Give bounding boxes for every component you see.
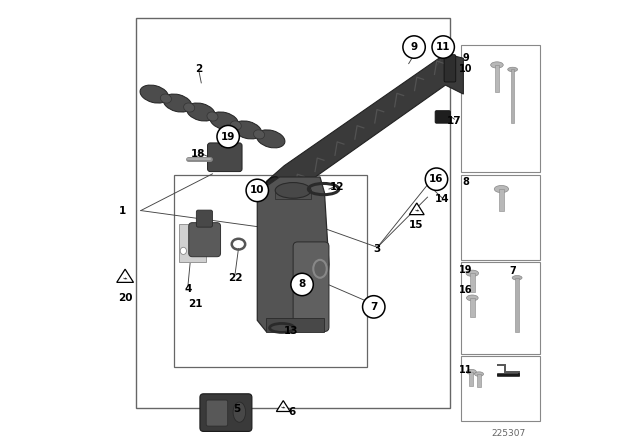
- Ellipse shape: [210, 112, 238, 130]
- Polygon shape: [179, 224, 205, 262]
- Text: 21: 21: [188, 299, 203, 309]
- Bar: [469, 372, 474, 386]
- Text: 17: 17: [447, 116, 461, 126]
- Text: 16: 16: [459, 285, 472, 295]
- Text: 7: 7: [509, 266, 516, 276]
- Polygon shape: [276, 401, 290, 411]
- Polygon shape: [266, 54, 463, 207]
- Ellipse shape: [189, 225, 195, 232]
- Text: ⌁: ⌁: [281, 404, 285, 413]
- Ellipse shape: [187, 103, 215, 121]
- Text: ⌁: ⌁: [123, 274, 127, 283]
- Text: 8: 8: [462, 177, 469, 187]
- Text: 19: 19: [459, 265, 472, 275]
- Text: 5: 5: [234, 404, 241, 414]
- Ellipse shape: [180, 247, 186, 254]
- Ellipse shape: [233, 402, 246, 422]
- Circle shape: [362, 296, 385, 318]
- Bar: [461, 175, 540, 260]
- Text: 9: 9: [462, 53, 469, 63]
- Text: ⌁: ⌁: [415, 207, 419, 215]
- Bar: [497, 373, 520, 376]
- Polygon shape: [410, 203, 424, 215]
- Ellipse shape: [140, 85, 168, 103]
- Ellipse shape: [233, 121, 262, 139]
- Ellipse shape: [467, 369, 476, 375]
- Text: 225307: 225307: [491, 429, 525, 438]
- FancyBboxPatch shape: [435, 111, 451, 123]
- Ellipse shape: [230, 121, 241, 130]
- Bar: [495, 65, 499, 92]
- Ellipse shape: [207, 112, 218, 121]
- Bar: [266, 318, 324, 332]
- FancyBboxPatch shape: [293, 242, 329, 332]
- Bar: [275, 190, 311, 199]
- Circle shape: [217, 125, 239, 148]
- Text: 12: 12: [330, 182, 344, 192]
- Ellipse shape: [161, 94, 172, 103]
- Bar: [174, 175, 367, 367]
- Bar: [511, 69, 515, 123]
- Circle shape: [246, 179, 269, 202]
- Bar: [477, 374, 481, 387]
- Text: 6: 6: [288, 407, 296, 417]
- Text: 20: 20: [118, 293, 132, 303]
- Circle shape: [403, 36, 425, 58]
- Text: 11: 11: [459, 365, 472, 375]
- Ellipse shape: [466, 270, 479, 276]
- Bar: [470, 273, 475, 292]
- Bar: [461, 356, 540, 421]
- Bar: [136, 18, 450, 408]
- Ellipse shape: [264, 177, 287, 211]
- Text: 10: 10: [250, 185, 264, 195]
- Circle shape: [432, 36, 454, 58]
- Polygon shape: [116, 269, 134, 282]
- Ellipse shape: [253, 130, 264, 139]
- Text: 15: 15: [409, 220, 424, 230]
- FancyBboxPatch shape: [444, 55, 456, 82]
- Text: 16: 16: [429, 174, 444, 184]
- Circle shape: [291, 273, 314, 296]
- Ellipse shape: [512, 276, 522, 280]
- Text: 19: 19: [221, 132, 236, 142]
- Bar: [499, 189, 504, 211]
- Text: 10: 10: [459, 65, 472, 74]
- Text: 22: 22: [228, 273, 242, 283]
- Ellipse shape: [491, 62, 503, 68]
- Bar: [461, 45, 540, 172]
- Ellipse shape: [467, 295, 478, 301]
- FancyBboxPatch shape: [206, 400, 228, 426]
- Text: 11: 11: [436, 42, 451, 52]
- Ellipse shape: [508, 67, 518, 72]
- Bar: [461, 262, 540, 354]
- Text: 2: 2: [195, 65, 203, 74]
- Circle shape: [426, 168, 448, 190]
- Ellipse shape: [163, 94, 192, 112]
- Polygon shape: [257, 177, 329, 332]
- Ellipse shape: [198, 247, 204, 254]
- Ellipse shape: [275, 182, 311, 198]
- Text: 7: 7: [370, 302, 378, 312]
- Text: 1: 1: [119, 206, 127, 215]
- Ellipse shape: [494, 185, 509, 193]
- Ellipse shape: [257, 130, 285, 148]
- FancyBboxPatch shape: [200, 394, 252, 431]
- Bar: [221, 138, 230, 146]
- Text: 8: 8: [298, 280, 306, 289]
- Bar: [470, 298, 474, 317]
- Text: 4: 4: [184, 284, 191, 294]
- FancyBboxPatch shape: [189, 223, 221, 257]
- Text: 14: 14: [435, 194, 450, 204]
- FancyBboxPatch shape: [196, 210, 212, 227]
- Ellipse shape: [474, 372, 484, 376]
- Text: 13: 13: [284, 326, 299, 336]
- FancyBboxPatch shape: [207, 143, 242, 172]
- Text: 3: 3: [374, 244, 381, 254]
- Ellipse shape: [184, 103, 195, 112]
- Text: 18: 18: [191, 149, 205, 159]
- Bar: [515, 278, 519, 332]
- Text: 9: 9: [410, 42, 418, 52]
